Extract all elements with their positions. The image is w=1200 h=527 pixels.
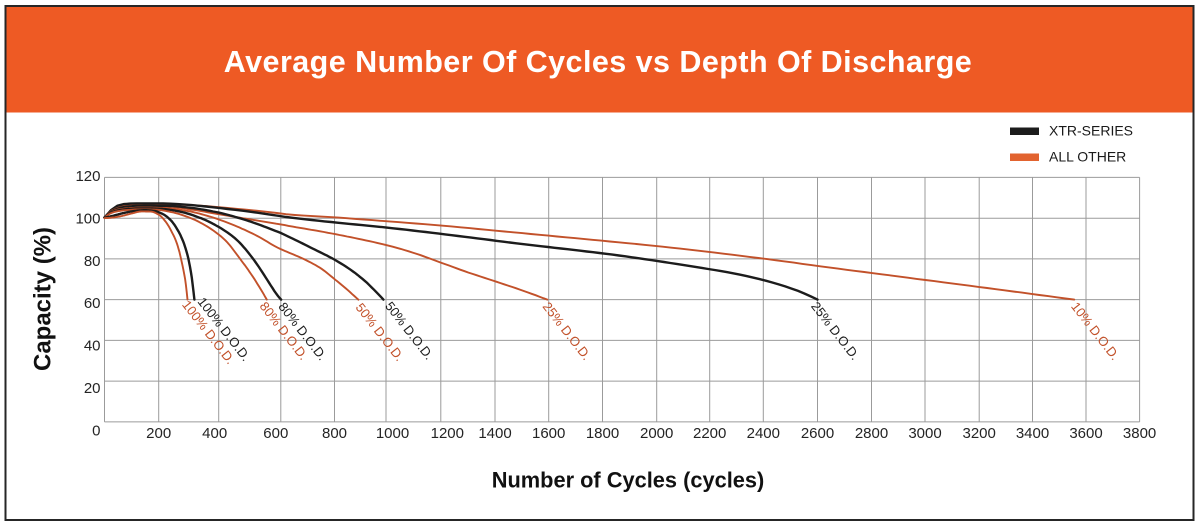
svg-text:Number of Cycles (cycles): Number of Cycles (cycles) bbox=[492, 468, 765, 493]
svg-text:3400: 3400 bbox=[1016, 425, 1049, 442]
svg-text:100: 100 bbox=[75, 210, 100, 227]
svg-text:1400: 1400 bbox=[478, 425, 511, 442]
svg-text:1800: 1800 bbox=[586, 425, 619, 442]
svg-text:40: 40 bbox=[84, 338, 101, 355]
svg-text:Average Number Of Cycles vs De: Average Number Of Cycles vs Depth Of Dis… bbox=[224, 45, 972, 79]
svg-text:1000: 1000 bbox=[376, 425, 409, 442]
svg-text:2000: 2000 bbox=[640, 425, 673, 442]
svg-text:Capacity (%): Capacity (%) bbox=[30, 227, 57, 371]
svg-text:3200: 3200 bbox=[963, 425, 996, 442]
svg-text:60: 60 bbox=[84, 295, 101, 312]
svg-text:2400: 2400 bbox=[747, 425, 780, 442]
svg-text:2200: 2200 bbox=[693, 425, 726, 442]
svg-text:20: 20 bbox=[84, 380, 101, 397]
svg-text:800: 800 bbox=[322, 425, 347, 442]
svg-text:XTR-SERIES: XTR-SERIES bbox=[1049, 123, 1133, 139]
svg-text:0: 0 bbox=[92, 422, 100, 439]
svg-text:1200: 1200 bbox=[431, 425, 464, 442]
svg-text:600: 600 bbox=[263, 425, 288, 442]
svg-text:120: 120 bbox=[75, 168, 100, 185]
svg-text:80: 80 bbox=[84, 253, 101, 270]
svg-text:2800: 2800 bbox=[855, 425, 888, 442]
svg-text:ALL OTHER: ALL OTHER bbox=[1049, 149, 1126, 165]
svg-text:200: 200 bbox=[146, 425, 171, 442]
svg-text:1600: 1600 bbox=[532, 425, 565, 442]
svg-text:3600: 3600 bbox=[1069, 425, 1102, 442]
svg-text:400: 400 bbox=[202, 425, 227, 442]
svg-text:2600: 2600 bbox=[801, 425, 834, 442]
svg-text:3800: 3800 bbox=[1123, 425, 1156, 442]
svg-text:3000: 3000 bbox=[908, 425, 941, 442]
